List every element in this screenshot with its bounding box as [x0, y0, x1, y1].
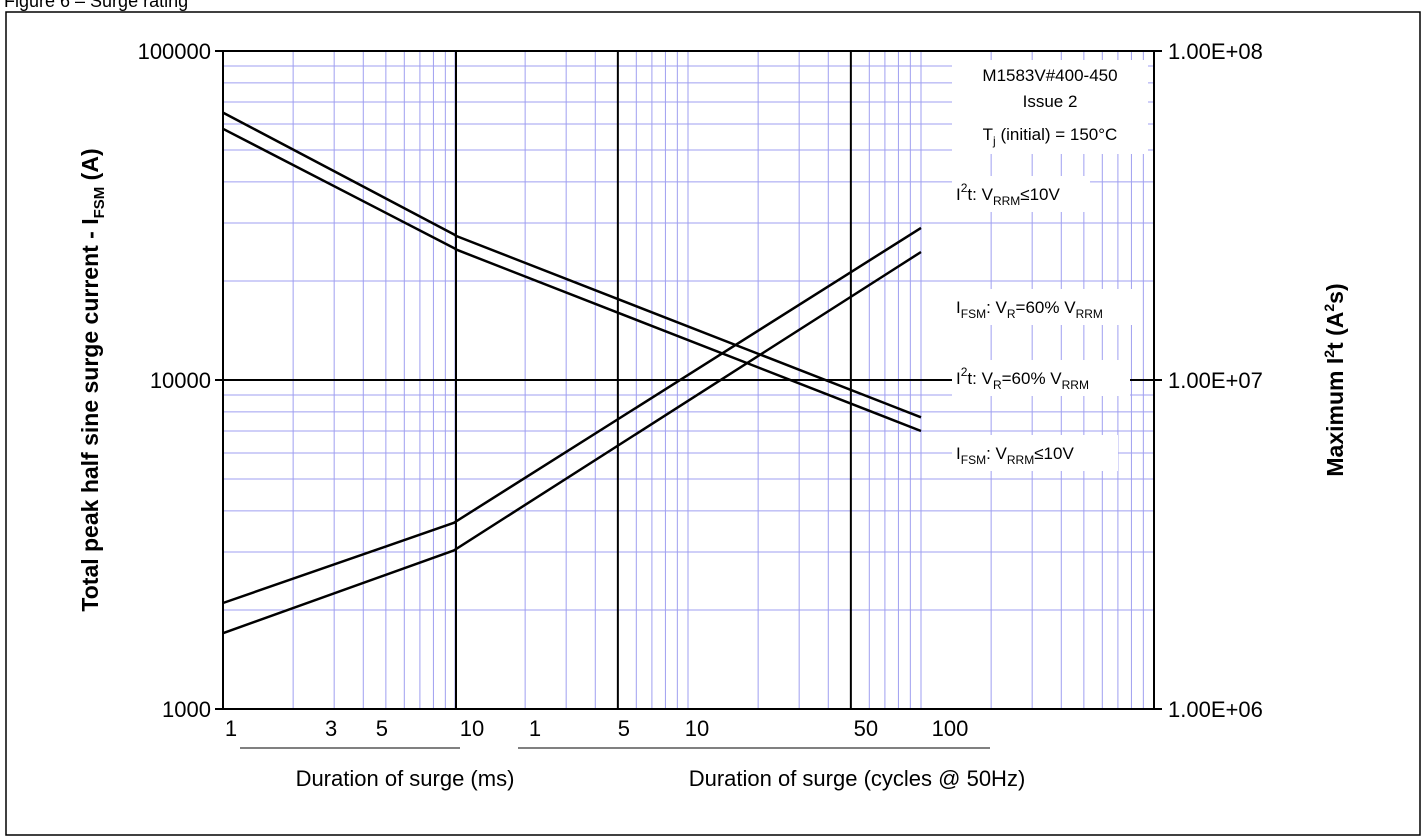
x-axis-label-cycles: Duration of surge (cycles @ 50Hz) [689, 766, 1026, 791]
annotation-issue: Issue 2 [1023, 92, 1078, 111]
series-line-4 [222, 111, 922, 419]
x-tick-label-ms: 3 [325, 716, 337, 741]
series-layer [222, 111, 922, 635]
y-tick-label-right: 1.00E+07 [1168, 368, 1263, 393]
x-tick-label-ms: 1 [225, 716, 237, 741]
axis-layer: 1000 10000 100000 1.00E+06 1.00E+07 1.00E+08 1… [77, 39, 1348, 791]
annotation-box [952, 60, 1148, 154]
y-tick-label-right: 1.00E+08 [1168, 39, 1263, 64]
y-axis-label-right: Maximum I2t (A2s) [1321, 283, 1348, 476]
x-tick-label-ms: 5 [376, 716, 388, 741]
y-tick-label-right: 1.00E+06 [1168, 697, 1263, 722]
legend-ifsm-vr-60-bg [952, 289, 1142, 325]
figure-caption: Figure 6 – Surge rating [4, 0, 189, 11]
legend-ifsm-vrrm-10v: IFSM: VRRM≤10V [956, 444, 1074, 467]
annotation-layer: M1583V#400-450 Issue 2 Tj (initial) = 150°… [952, 60, 1148, 154]
legend-ifsm-vr-60: IFSM: VR=60% VRRM [956, 298, 1103, 321]
y-tick-label-left: 1000 [162, 697, 211, 722]
x-tick-label-cycles: 50 [854, 716, 878, 741]
x-axis-label-ms: Duration of surge (ms) [296, 766, 515, 791]
series-line-1 [222, 226, 922, 605]
annotation-tj: Tj (initial) = 150°C [983, 125, 1118, 148]
x-tick-label-cycles: 5 [618, 716, 630, 741]
series-line-2 [222, 250, 922, 635]
legend-i2t-vr-60-bg [952, 360, 1130, 396]
x-tick-label-cycles: 10 [685, 716, 709, 741]
x-tick-label-ms: 10 [460, 716, 484, 741]
legend-i2t-vrrm-10v: I2t: VRRM≤10V [956, 181, 1061, 208]
y-axis-label-left: Total peak half sine surge current - IFS… [77, 148, 108, 611]
legend-i2t-vr-60: I2t: VR=60% VRRM [956, 365, 1089, 392]
x-tick-label-cycles: 100 [932, 716, 969, 741]
legend-ifsm-vrrm-10v-bg [952, 435, 1118, 471]
legend-i2t-vrrm-10v-bg [952, 176, 1090, 212]
legend-layer: I2t: VRRM≤10V IFSM: VR=60% VRRM I2t: VR=60… [952, 176, 1142, 471]
x-tick-label-cycles: 1 [529, 716, 541, 741]
chart-frame [5, 11, 1421, 836]
y-tick-label-left: 100000 [138, 39, 211, 64]
series-line-3 [222, 127, 922, 433]
annotation-device: M1583V#400-450 [982, 66, 1117, 85]
y-tick-label-left: 10000 [150, 368, 211, 393]
